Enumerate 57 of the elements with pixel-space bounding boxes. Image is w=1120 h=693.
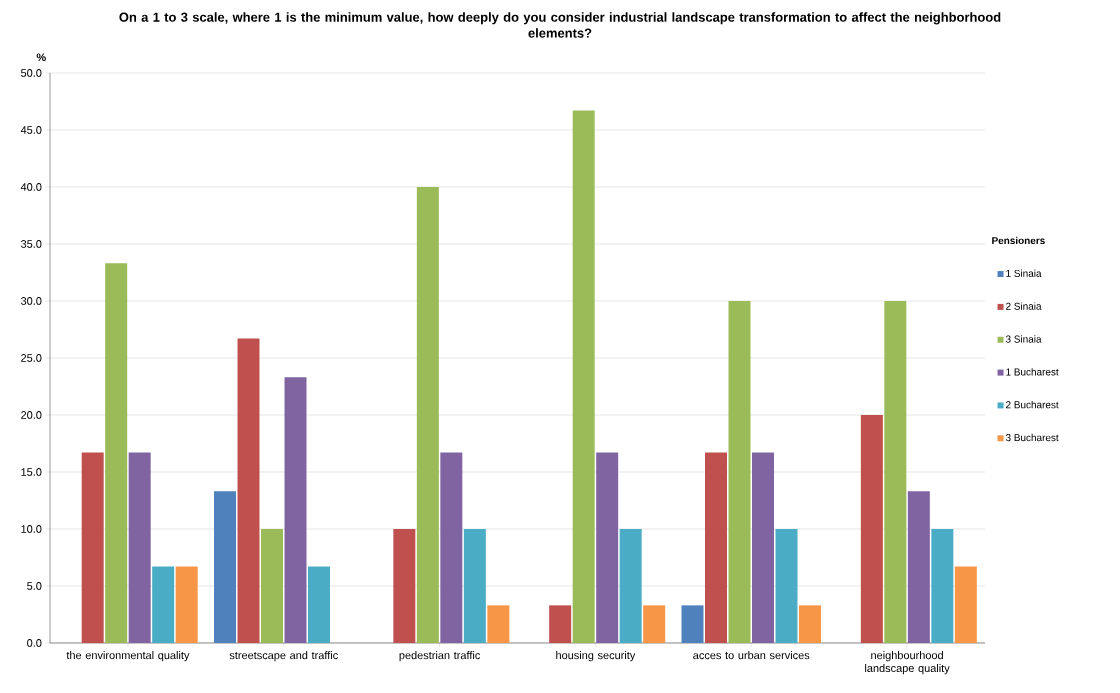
y-axis-title: % — [36, 53, 46, 62]
chart-title: On a 1 to 3 scale, where 1 is the minimum value, how deeply do you consider industrial landscape transformation to affect the neighborhood elements? — [119, 12, 1001, 38]
bar — [440, 452, 463, 643]
bar — [681, 605, 704, 643]
y-tick-label: 30.0 — [21, 297, 42, 305]
bar — [549, 605, 572, 643]
bar — [860, 414, 883, 643]
bar — [907, 491, 930, 643]
bar — [775, 528, 798, 643]
legend-label: 2 Sinaia — [1006, 302, 1042, 310]
bar — [284, 377, 307, 643]
y-tick-label: 5.0 — [27, 582, 42, 590]
x-tick-label: acces to urban services — [693, 651, 810, 660]
bar — [596, 452, 619, 643]
y-tick-label: 10.0 — [21, 525, 42, 533]
bar — [572, 110, 595, 643]
bar — [954, 566, 977, 643]
x-tick-label: the environmental quality — [66, 651, 190, 662]
legend-label: 3 Sinaia — [1005, 335, 1042, 343]
bar — [237, 338, 260, 643]
bar — [619, 528, 642, 643]
bar — [799, 605, 822, 643]
bar — [884, 300, 907, 643]
y-tick-label: 45.0 — [20, 126, 42, 134]
legend-title: Pensioners — [992, 236, 1045, 245]
y-tick-label: 35.0 — [21, 240, 42, 248]
bar — [728, 300, 751, 643]
bar — [705, 452, 728, 643]
bar — [175, 566, 198, 643]
bar — [261, 528, 284, 643]
bar — [81, 452, 104, 643]
bar — [393, 528, 416, 643]
y-tick-label: 40.0 — [20, 183, 42, 191]
legend-label: 1 Bucharest — [1006, 368, 1059, 376]
y-tick-label: 50.0 — [21, 69, 42, 77]
x-tick-label: neighbourhood landscape quality — [865, 651, 950, 675]
legend-label: 1 Sinaia — [1006, 269, 1042, 277]
bar — [152, 566, 175, 643]
bar — [463, 528, 486, 643]
bar — [931, 528, 954, 643]
legend-label: 3 Bucharest — [1005, 433, 1059, 442]
y-tick-label: 25.0 — [21, 354, 42, 362]
bar — [308, 566, 331, 643]
bar — [752, 452, 775, 643]
y-tick-label: 0.0 — [27, 639, 42, 647]
bar — [128, 452, 151, 643]
y-tick-label: 15.0 — [21, 468, 42, 476]
legend-label: 2 Bucharest — [1006, 401, 1059, 409]
x-tick-label: pedestrian traffic — [399, 651, 481, 662]
bar — [643, 605, 666, 643]
bar — [105, 263, 128, 643]
bar — [416, 186, 439, 643]
x-tick-label: housing security — [556, 651, 636, 662]
bar — [487, 605, 510, 643]
x-tick-label: streetscape and traffic — [229, 651, 338, 662]
bar — [214, 491, 237, 643]
y-tick-label: 20.0 — [21, 411, 42, 419]
